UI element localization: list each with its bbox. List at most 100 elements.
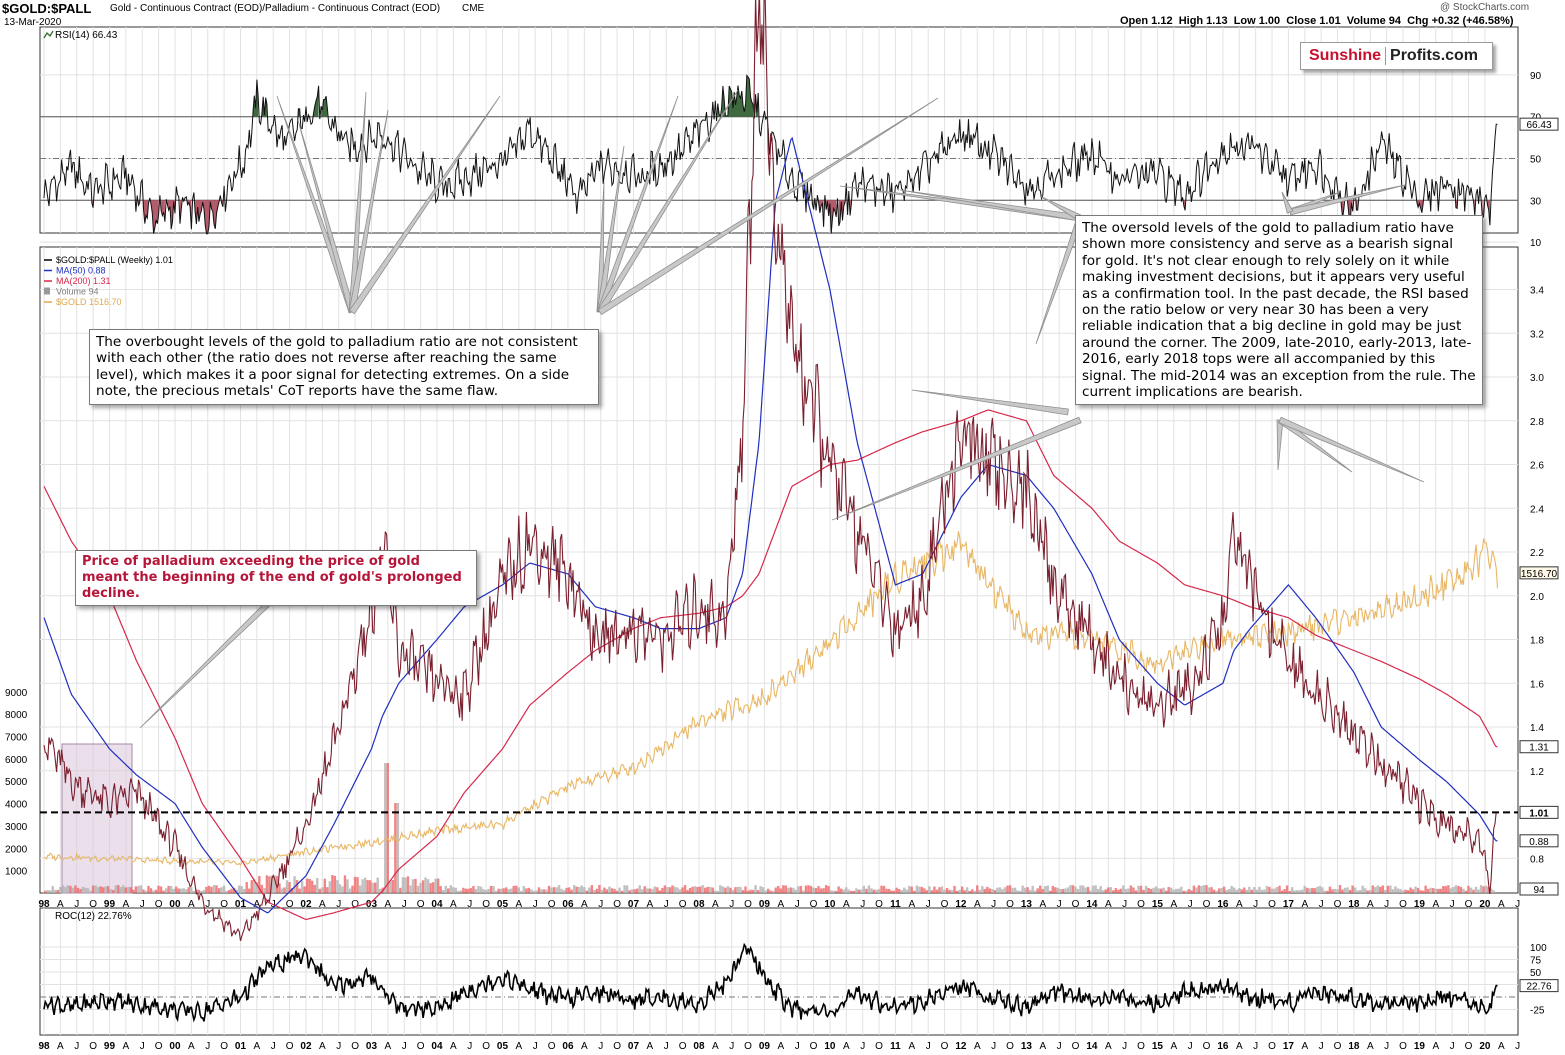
volume-bar bbox=[1056, 887, 1060, 893]
rsi-tick-label: 50 bbox=[1530, 155, 1542, 166]
volume-bar bbox=[1245, 889, 1248, 893]
volume-bar bbox=[1454, 885, 1458, 893]
volume-bar bbox=[275, 875, 279, 893]
volume-bar bbox=[132, 889, 135, 893]
volume-bar bbox=[46, 890, 49, 893]
volume-bar bbox=[1028, 889, 1032, 893]
main-left-tick-label: 5000 bbox=[5, 777, 28, 788]
volume-bar bbox=[527, 887, 531, 893]
volume-bar bbox=[391, 879, 395, 893]
x-axis-label: J bbox=[205, 899, 210, 910]
volume-bar bbox=[1149, 889, 1153, 893]
volume-bar bbox=[1089, 890, 1092, 893]
rsi-current-tag-label: 66.43 bbox=[1526, 120, 1551, 131]
volume-bar bbox=[542, 889, 546, 893]
volume-bar bbox=[630, 889, 634, 893]
volume-bar bbox=[897, 889, 901, 893]
volume-bar bbox=[1006, 885, 1009, 893]
volume-bar bbox=[1323, 890, 1327, 893]
volume-bar bbox=[875, 889, 878, 893]
rsi-oversold-fill bbox=[1347, 200, 1353, 226]
legend-swatch bbox=[44, 287, 50, 295]
volume-bar bbox=[1185, 890, 1188, 893]
volume-bar bbox=[326, 887, 329, 893]
volume-bar bbox=[459, 890, 463, 893]
volume-bar bbox=[872, 889, 876, 893]
x-axis-label-bottom: A bbox=[123, 1041, 130, 1052]
volume-bar bbox=[777, 885, 780, 893]
volume-bar bbox=[736, 886, 740, 893]
x-axis-label-bottom: A bbox=[1170, 1041, 1177, 1052]
rsi-indicator-icon bbox=[43, 30, 54, 39]
volume-bar bbox=[1036, 888, 1039, 893]
volume-bar bbox=[840, 888, 843, 893]
x-axis-label: O bbox=[1203, 899, 1211, 910]
volume-bar bbox=[366, 880, 369, 893]
volume-bar bbox=[867, 885, 871, 893]
volume-bar bbox=[1457, 885, 1460, 893]
x-axis-label-bottom: J bbox=[991, 1041, 996, 1052]
volume-bar bbox=[580, 885, 583, 893]
volume-bar bbox=[479, 886, 483, 893]
x-axis-label: A bbox=[712, 899, 719, 910]
volume-bar bbox=[525, 888, 528, 893]
x-axis-label: A bbox=[516, 899, 523, 910]
volume-bar bbox=[447, 888, 450, 893]
volume-bar bbox=[590, 885, 594, 893]
volume-bar bbox=[1167, 887, 1170, 893]
main-left-tick-label: 6000 bbox=[5, 755, 28, 766]
volume-bar bbox=[593, 889, 596, 893]
volume-bar bbox=[691, 886, 694, 893]
volume-bar bbox=[169, 886, 173, 893]
volume-bar bbox=[557, 885, 561, 893]
volume-bar bbox=[814, 888, 818, 893]
volume-bar bbox=[1195, 887, 1198, 893]
volume-bar bbox=[550, 887, 553, 893]
volume-bar bbox=[698, 886, 702, 893]
volume-bar bbox=[933, 886, 936, 893]
x-axis-label-bottom: 13 bbox=[1021, 1041, 1033, 1052]
volume-bar bbox=[943, 889, 946, 893]
volume-bar bbox=[368, 880, 372, 893]
volume-bar bbox=[313, 884, 316, 893]
volume-bar bbox=[968, 890, 971, 893]
volume-bar bbox=[1356, 890, 1359, 893]
volume-bar bbox=[217, 888, 221, 893]
volume-bar bbox=[1084, 887, 1087, 893]
volume-bar bbox=[686, 889, 689, 893]
x-axis-label-bottom: O bbox=[810, 1041, 818, 1052]
x-axis-label-bottom: A bbox=[1432, 1041, 1439, 1052]
volume-bar bbox=[1071, 885, 1075, 893]
x-axis-label: 19 bbox=[1414, 899, 1426, 910]
volume-bar bbox=[1217, 888, 1221, 893]
volume-bar bbox=[1031, 885, 1034, 893]
volume-bar bbox=[1353, 887, 1357, 893]
chart-date: 13-Mar-2020 bbox=[4, 17, 62, 28]
volume-bar bbox=[285, 880, 289, 893]
volume-bar bbox=[1172, 889, 1175, 893]
x-axis-label-bottom: 04 bbox=[431, 1041, 443, 1052]
x-axis-label-bottom: J bbox=[1188, 1041, 1193, 1052]
x-axis-label-bottom: J bbox=[598, 1041, 603, 1052]
main-left-tick-label: 2000 bbox=[5, 844, 28, 855]
volume-bar bbox=[658, 890, 662, 893]
x-axis-label-bottom: O bbox=[155, 1041, 163, 1052]
x-axis-label: J bbox=[1122, 899, 1127, 910]
x-axis-label-bottom: O bbox=[1006, 1041, 1014, 1052]
volume-bar bbox=[1096, 888, 1100, 893]
volume-bar bbox=[615, 890, 619, 893]
volume-bar bbox=[588, 887, 591, 893]
volume-bar bbox=[1152, 887, 1155, 893]
x-axis-label-bottom: 16 bbox=[1217, 1041, 1229, 1052]
chart-exchange: CME bbox=[462, 3, 485, 14]
x-axis-label: 12 bbox=[955, 899, 967, 910]
volume-bar bbox=[971, 889, 974, 893]
volume-bar bbox=[449, 885, 452, 893]
volume-bar bbox=[1044, 886, 1047, 893]
volume-bar bbox=[759, 886, 762, 893]
volume-bar bbox=[51, 886, 54, 893]
volume-bar bbox=[1094, 885, 1097, 893]
volume-bar bbox=[1391, 889, 1395, 893]
volume-bar bbox=[1230, 885, 1233, 893]
